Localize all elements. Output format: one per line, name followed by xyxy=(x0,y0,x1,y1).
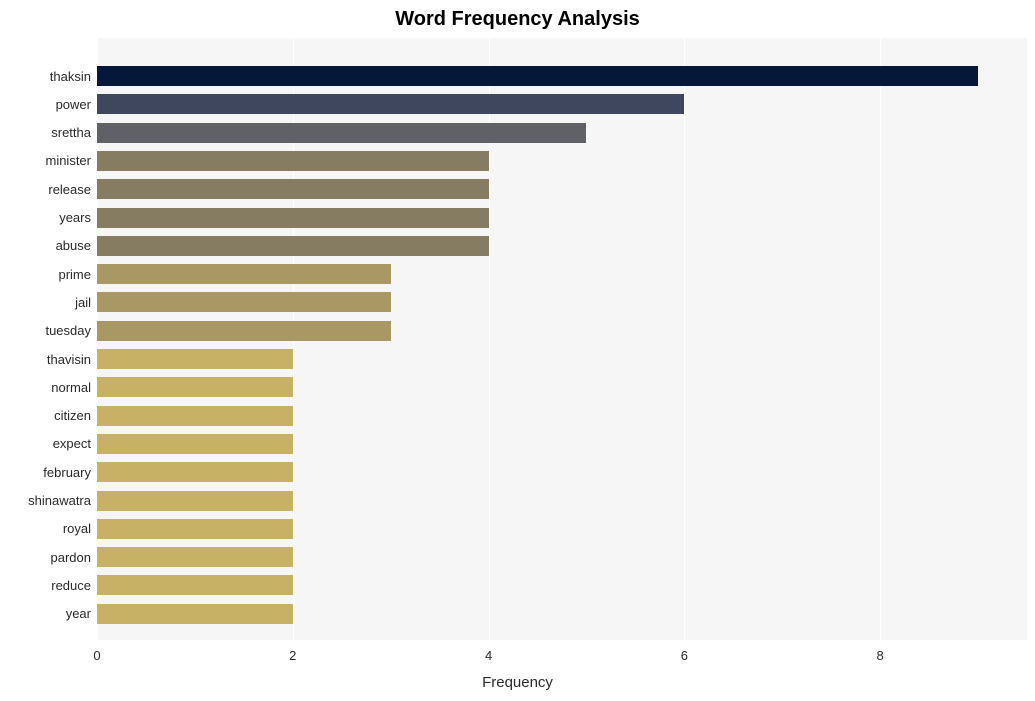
x-tick-label: 8 xyxy=(877,648,884,663)
x-axis-title: Frequency xyxy=(0,674,1035,691)
x-tick-label: 0 xyxy=(93,648,100,663)
bar-row xyxy=(97,321,391,341)
bar-row xyxy=(97,94,684,114)
bar xyxy=(97,434,293,454)
y-tick-label: minister xyxy=(45,153,91,168)
y-tick-label: pardon xyxy=(51,550,91,565)
bar-row xyxy=(97,236,489,256)
bar-row xyxy=(97,575,293,595)
bar xyxy=(97,491,293,511)
chart-title: Word Frequency Analysis xyxy=(0,8,1035,31)
x-tick-label: 2 xyxy=(289,648,296,663)
y-tick-label: normal xyxy=(51,380,91,395)
bar xyxy=(97,151,489,171)
bar-row xyxy=(97,66,978,86)
bar-row xyxy=(97,123,586,143)
y-tick-label: tuesday xyxy=(45,323,91,338)
y-tick-label: thaksin xyxy=(50,69,91,84)
y-tick-label: prime xyxy=(58,267,91,282)
y-tick-label: power xyxy=(56,97,91,112)
y-tick-label: february xyxy=(43,465,91,480)
bar-row xyxy=(97,519,293,539)
bar-row xyxy=(97,462,293,482)
bar xyxy=(97,604,293,624)
bar-row xyxy=(97,604,293,624)
bar xyxy=(97,208,489,228)
gridline xyxy=(880,38,881,640)
bar xyxy=(97,575,293,595)
bar xyxy=(97,406,293,426)
bar-row xyxy=(97,208,489,228)
chart-container: Word Frequency Analysis Frequency 0 2 4 6 8 t… xyxy=(0,0,1035,701)
y-tick-label: thavisin xyxy=(47,352,91,367)
y-tick-label: shinawatra xyxy=(28,493,91,508)
x-tick-label: 4 xyxy=(485,648,492,663)
y-tick-label: year xyxy=(66,606,91,621)
bar-row xyxy=(97,264,391,284)
bar xyxy=(97,179,489,199)
bar xyxy=(97,349,293,369)
bar-row xyxy=(97,406,293,426)
bar xyxy=(97,123,586,143)
y-tick-label: royal xyxy=(63,521,91,536)
y-tick-label: srettha xyxy=(51,125,91,140)
bar xyxy=(97,264,391,284)
gridline xyxy=(684,38,685,640)
bar xyxy=(97,94,684,114)
bar-row xyxy=(97,349,293,369)
y-tick-label: reduce xyxy=(51,578,91,593)
plot-area xyxy=(97,38,1027,640)
bar xyxy=(97,519,293,539)
bar-row xyxy=(97,547,293,567)
bar-row xyxy=(97,292,391,312)
bar xyxy=(97,462,293,482)
y-tick-label: years xyxy=(59,210,91,225)
bar-row xyxy=(97,434,293,454)
bar xyxy=(97,377,293,397)
bar xyxy=(97,66,978,86)
bar xyxy=(97,236,489,256)
y-tick-label: abuse xyxy=(56,238,91,253)
bar-row xyxy=(97,179,489,199)
y-tick-label: jail xyxy=(75,295,91,310)
y-tick-label: citizen xyxy=(54,408,91,423)
bar-row xyxy=(97,377,293,397)
bar xyxy=(97,292,391,312)
bar xyxy=(97,321,391,341)
bar-row xyxy=(97,491,293,511)
y-tick-label: release xyxy=(48,182,91,197)
y-tick-label: expect xyxy=(53,436,91,451)
bar-row xyxy=(97,151,489,171)
x-tick-label: 6 xyxy=(681,648,688,663)
bar xyxy=(97,547,293,567)
